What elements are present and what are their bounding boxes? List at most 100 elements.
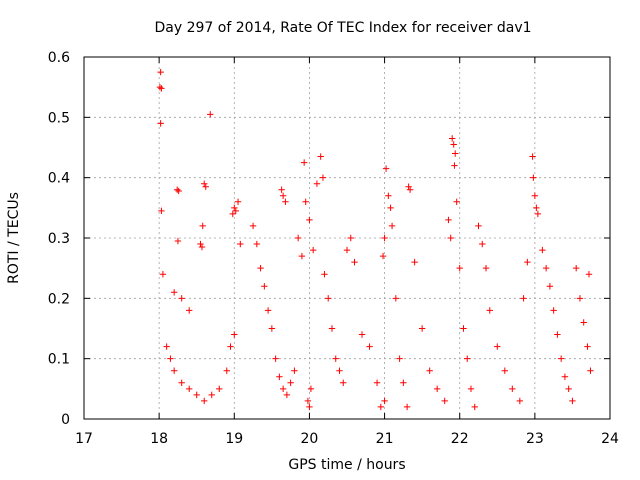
data-point bbox=[520, 295, 527, 302]
data-point bbox=[530, 174, 537, 181]
data-point bbox=[202, 183, 209, 190]
data-point bbox=[400, 379, 407, 386]
data-point bbox=[546, 283, 554, 290]
data-point bbox=[426, 367, 433, 374]
x-tick-label: 17 bbox=[75, 431, 93, 447]
data-point bbox=[170, 289, 178, 296]
x-tick-label: 23 bbox=[526, 431, 544, 447]
data-point bbox=[198, 243, 206, 251]
data-point bbox=[542, 264, 550, 272]
data-point bbox=[283, 391, 291, 399]
data-point bbox=[486, 307, 493, 314]
data-point bbox=[157, 68, 164, 76]
data-point bbox=[309, 246, 317, 254]
data-point bbox=[253, 240, 261, 248]
data-point bbox=[445, 216, 452, 224]
data-point bbox=[453, 198, 460, 205]
data-point bbox=[201, 397, 208, 405]
data-point bbox=[450, 141, 457, 148]
y-tick-label: 0.3 bbox=[48, 231, 70, 247]
data-point bbox=[557, 355, 565, 362]
y-tick-labels: 0 0.1 0.2 0.3 0.4 0.5 0.6 bbox=[48, 50, 70, 428]
data-point bbox=[306, 403, 313, 411]
data-point bbox=[366, 343, 373, 350]
data-point bbox=[193, 391, 200, 399]
data-point bbox=[186, 307, 193, 314]
data-point bbox=[381, 234, 388, 242]
data-point bbox=[471, 403, 478, 411]
data-point bbox=[216, 385, 223, 393]
data-point bbox=[569, 397, 576, 405]
data-point bbox=[178, 295, 185, 302]
data-point bbox=[358, 331, 366, 338]
data-point bbox=[509, 385, 516, 393]
grid bbox=[84, 57, 610, 419]
data-point bbox=[479, 240, 486, 248]
data-point bbox=[377, 403, 385, 411]
data-point bbox=[565, 385, 572, 393]
data-point bbox=[237, 240, 244, 248]
data-point bbox=[328, 325, 336, 332]
data-point bbox=[249, 222, 257, 230]
data-point bbox=[516, 397, 524, 405]
data-point bbox=[351, 258, 358, 266]
data-point bbox=[279, 192, 287, 199]
data-point bbox=[276, 373, 283, 380]
data-point bbox=[163, 343, 170, 350]
data-point bbox=[585, 271, 593, 278]
data-point bbox=[229, 210, 236, 218]
data-point bbox=[234, 198, 242, 205]
data-point bbox=[451, 162, 458, 169]
y-tick-label: 0 bbox=[61, 412, 70, 428]
data-point bbox=[223, 367, 230, 374]
data-point bbox=[291, 367, 298, 374]
x-tick-label: 21 bbox=[376, 431, 394, 447]
data-point bbox=[482, 264, 490, 272]
chart-title: Day 297 of 2014, Rate Of TEC Index for r… bbox=[154, 20, 531, 36]
data-point bbox=[403, 403, 411, 411]
data-point bbox=[175, 187, 182, 195]
data-point bbox=[279, 385, 287, 393]
data-point bbox=[387, 204, 394, 212]
data-point bbox=[554, 331, 561, 338]
data-point bbox=[306, 216, 313, 224]
data-point bbox=[231, 204, 238, 212]
data-point bbox=[433, 385, 441, 393]
data-point bbox=[170, 367, 178, 374]
data-point bbox=[534, 210, 542, 218]
data-point bbox=[232, 207, 239, 215]
x-tick-label: 20 bbox=[301, 431, 319, 447]
data-point bbox=[307, 385, 315, 393]
data-point bbox=[336, 367, 343, 374]
y-tick-label: 0.2 bbox=[48, 291, 70, 307]
data-point bbox=[257, 264, 264, 272]
data-point bbox=[347, 234, 354, 242]
data-point bbox=[158, 207, 165, 215]
data-point bbox=[533, 204, 540, 212]
data-point bbox=[157, 120, 164, 127]
y-tick-label: 0.5 bbox=[48, 110, 70, 126]
data-point bbox=[392, 295, 400, 302]
data-point bbox=[231, 331, 238, 338]
data-point bbox=[418, 325, 426, 332]
data-point bbox=[531, 192, 539, 199]
data-point bbox=[464, 355, 471, 362]
data-point bbox=[561, 373, 569, 380]
data-point bbox=[178, 379, 185, 386]
data-point bbox=[587, 367, 594, 374]
data-point bbox=[199, 222, 206, 230]
data-point bbox=[452, 150, 459, 157]
data-point bbox=[207, 111, 214, 118]
y-tick-label: 0.4 bbox=[48, 171, 70, 187]
data-point bbox=[201, 180, 208, 187]
data-point bbox=[302, 198, 309, 205]
plot-frame bbox=[83, 56, 611, 420]
y-axis-title: ROTI / TECUs bbox=[6, 192, 22, 284]
data-points bbox=[156, 68, 594, 411]
data-point bbox=[576, 295, 584, 302]
data-point bbox=[524, 258, 531, 266]
data-point bbox=[379, 252, 387, 260]
data-point bbox=[447, 234, 454, 242]
data-point bbox=[319, 174, 327, 181]
